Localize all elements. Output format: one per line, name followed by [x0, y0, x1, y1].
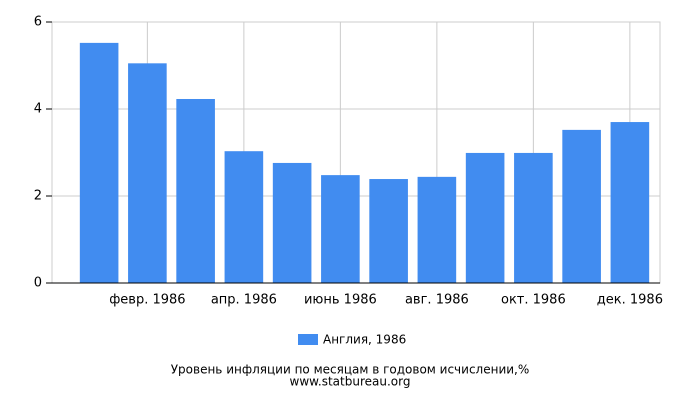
legend-label: Англия, 1986	[323, 333, 406, 347]
x-tick-label: апр. 1986	[211, 293, 277, 308]
y-tick-label: 0	[34, 276, 42, 291]
x-tick-label: авг. 1986	[405, 293, 469, 308]
y-tick-label: 6	[34, 15, 42, 30]
bar	[465, 152, 505, 283]
bar	[176, 98, 215, 284]
y-tick-label: 2	[34, 189, 42, 204]
chart-source: www.statbureau.org	[290, 375, 411, 389]
bar	[272, 162, 312, 283]
x-tick-label: дек. 1986	[597, 293, 663, 308]
bar	[417, 176, 457, 283]
x-tick-label: окт. 1986	[501, 293, 566, 308]
bar	[562, 129, 601, 283]
y-tick-label: 4	[34, 102, 42, 117]
bar	[610, 122, 650, 283]
bar	[321, 175, 360, 283]
legend-swatch	[298, 334, 318, 345]
chart-caption: Уровень инфляции по месяцам в годовом ис…	[171, 363, 530, 377]
bar	[79, 42, 119, 283]
x-tick-label: июнь 1986	[304, 293, 377, 308]
x-tick-label: февр. 1986	[109, 293, 185, 308]
bar	[128, 63, 167, 284]
bar	[369, 179, 408, 283]
bar	[514, 152, 553, 283]
bar	[224, 151, 264, 283]
